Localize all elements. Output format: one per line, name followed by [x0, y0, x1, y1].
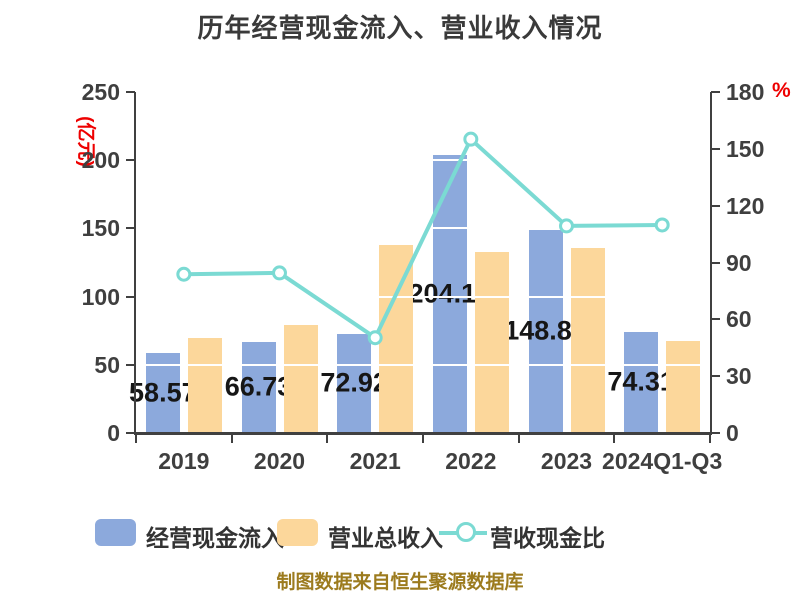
- right-axis-tick-label: 90: [726, 249, 752, 276]
- left-axis-tick: [126, 227, 135, 230]
- bar-revenue: [570, 247, 605, 433]
- grid-line: [136, 227, 710, 230]
- bar-revenue: [379, 244, 414, 433]
- bar-revenue: [666, 340, 701, 433]
- left-axis-tick-label: 50: [94, 351, 120, 378]
- ratio-line-point: [463, 131, 479, 147]
- chart-title: 历年经营现金流入、营业收入情况: [197, 13, 603, 43]
- right-axis-tick-label: 0: [726, 420, 739, 446]
- left-axis-tick-label: 200: [81, 147, 120, 174]
- left-axis-line: [134, 92, 136, 433]
- bar-cash-inflow: [432, 154, 467, 433]
- bar-value-label: 66.73: [224, 371, 293, 402]
- bar-cash-inflow: [337, 333, 372, 433]
- left-axis-tick: [126, 91, 135, 93]
- bar-revenue: [283, 325, 318, 433]
- ratio-line-point: [559, 218, 574, 234]
- grid-line: [136, 159, 710, 162]
- x-axis-tick: [517, 434, 520, 443]
- x-axis-tick: [135, 434, 137, 443]
- legend-swatch-cash-inflow[interactable]: [95, 519, 136, 546]
- bar-revenue: [474, 252, 509, 433]
- x-axis-tick: [613, 434, 616, 443]
- data-source-caption: 制图数据来自恒生聚源数据库: [276, 572, 524, 593]
- x-axis-line: [134, 432, 712, 435]
- right-axis-tick: [711, 91, 720, 93]
- ratio-line-point: [367, 330, 383, 346]
- right-axis-tick-label: 150: [726, 135, 765, 162]
- right-axis-tick-label: 180: [726, 79, 765, 105]
- bar-value-label: 58.57: [129, 377, 197, 408]
- legend-swatch-revenue[interactable]: [277, 519, 318, 546]
- right-axis-tick-label: 60: [726, 306, 752, 333]
- right-axis-tick: [711, 204, 720, 207]
- right-axis-tick-label: 120: [726, 192, 765, 219]
- x-axis-tick-label: 2022: [445, 448, 497, 474]
- ratio-line-layer: [176, 131, 670, 346]
- left-axis-tick-label: 0: [107, 420, 120, 446]
- bar-cash-inflow: [528, 229, 563, 433]
- ratio-line-point: [272, 265, 287, 281]
- x-axis-tick-label: 2024Q1-Q3: [602, 448, 723, 474]
- left-axis-tick: [126, 363, 135, 366]
- ratio-line: [183, 137, 663, 340]
- legend-label-revenue[interactable]: 营业总收入: [328, 525, 443, 551]
- bar-cash-inflow: [241, 341, 276, 433]
- x-axis-tick: [422, 434, 424, 443]
- right-axis-tick: [711, 147, 720, 150]
- x-axis-tick-label: 2019: [158, 448, 210, 474]
- legend-label-cash-inflow[interactable]: 经营现金流入: [146, 525, 284, 551]
- x-axis-tick: [230, 434, 233, 443]
- right-axis-tick: [711, 318, 720, 321]
- left-axis-tick-label: 250: [81, 79, 120, 105]
- ratio-line-point: [176, 266, 192, 282]
- right-axis-unit-label: %: [772, 79, 791, 102]
- x-axis-tick-label: 2021: [349, 448, 401, 474]
- x-axis-tick: [326, 434, 329, 443]
- x-axis-tick: [709, 434, 711, 443]
- legend-dot-icon[interactable]: [456, 522, 476, 542]
- grid-line: [136, 295, 710, 298]
- ratio-line-point: [654, 217, 670, 233]
- right-axis-tick: [711, 375, 720, 378]
- right-axis-tick: [711, 432, 720, 434]
- bar-revenue: [187, 338, 222, 433]
- left-axis-tick-label: 100: [81, 283, 120, 310]
- legend-label-ratio[interactable]: 营收现金比: [490, 525, 605, 551]
- legend: 经营现金流入 营业总收入 营收现金比: [0, 516, 800, 551]
- bar-value-label: 74.31: [607, 366, 675, 397]
- left-axis-tick-label: 150: [81, 215, 120, 242]
- bar-cash-inflow: [624, 331, 659, 433]
- bar-value-label: 72.92: [320, 367, 388, 398]
- left-axis-tick: [126, 432, 135, 434]
- grid-line: [136, 91, 710, 93]
- left-axis-tick: [126, 159, 135, 162]
- plot-area: 58.57 66.73 72.92 204.16 148.89 74.31: [129, 91, 712, 435]
- grid-line: [136, 363, 710, 366]
- right-axis-tick-label: 30: [726, 363, 752, 390]
- x-axis-tick-label: 2020: [253, 448, 306, 474]
- bar-cash-inflow: [145, 353, 180, 433]
- x-axis-tick-label: 2023: [540, 448, 593, 474]
- left-axis-tick: [126, 295, 135, 298]
- right-axis-tick: [711, 261, 720, 264]
